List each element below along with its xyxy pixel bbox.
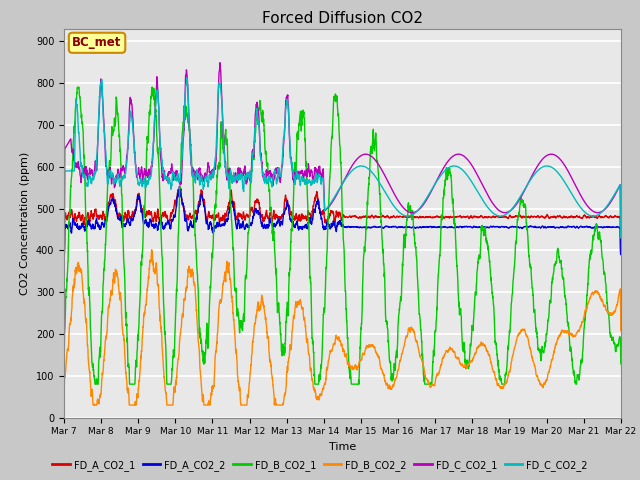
Title: Forced Diffusion CO2: Forced Diffusion CO2 (262, 11, 423, 26)
X-axis label: Time: Time (329, 442, 356, 452)
Legend: FD_A_CO2_1, FD_A_CO2_2, FD_B_CO2_1, FD_B_CO2_2, FD_C_CO2_1, FD_C_CO2_2: FD_A_CO2_1, FD_A_CO2_2, FD_B_CO2_1, FD_B… (48, 456, 592, 475)
Y-axis label: CO2 Concentration (ppm): CO2 Concentration (ppm) (20, 152, 30, 295)
Text: BC_met: BC_met (72, 36, 122, 49)
